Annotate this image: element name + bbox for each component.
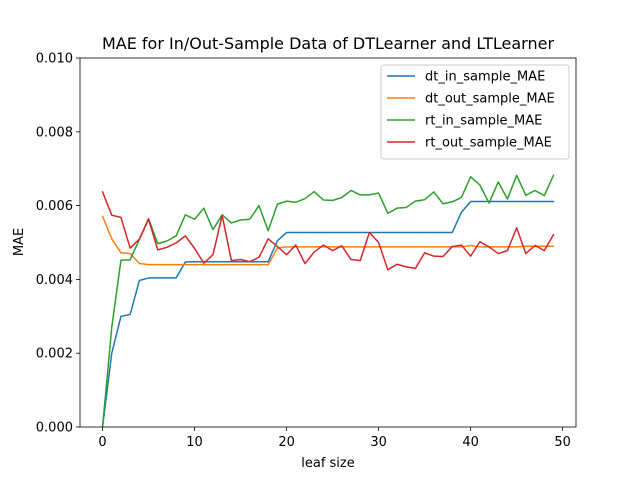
x-tick-label: 40 [462,435,479,450]
series-line-rt-out-sample-MAE [101,190,555,271]
plot-area [79,57,577,428]
x-tick-label: 30 [370,435,387,450]
x-tick-label: 10 [186,435,203,450]
x-tick-label: 50 [554,435,571,450]
y-tick-label: 0.002 [36,347,73,362]
plot-frame [79,57,577,428]
y-tick-label: 0.008 [36,125,73,140]
series-line-rt-in-sample-MAE [101,174,555,427]
x-axis: 0 10 20 30 40 50 [98,427,571,450]
series-line-dt-in-sample-MAE [101,200,555,427]
y-tick-label: 0.000 [36,421,73,436]
legend-label: rt_in_sample_MAE [425,114,542,129]
y-tick-label: 0.004 [36,273,73,288]
series-line-dt-out-sample-MAE [101,215,555,266]
legend: dt_in_sample_MAE dt_out_sample_MAE rt_in_s… [380,64,570,160]
y-tick-label: 0.006 [36,199,73,214]
legend-label: dt_out_sample_MAE [425,92,555,107]
chart-title: MAE for In/Out-Sample Data of DTLearner … [102,34,554,53]
x-tick-label: 0 [98,435,106,450]
legend-label: dt_in_sample_MAE [425,70,545,85]
legend-box [380,64,570,160]
series-lines [101,174,555,427]
y-axis: 0.000 0.002 0.004 0.006 0.008 0.010 [36,52,80,436]
x-tick-label: 20 [278,435,295,450]
legend-label: rt_out_sample_MAE [425,136,552,151]
y-tick-label: 0.010 [36,52,73,67]
x-axis-label: leaf size [301,456,355,471]
y-axis-label: MAE [12,228,27,256]
